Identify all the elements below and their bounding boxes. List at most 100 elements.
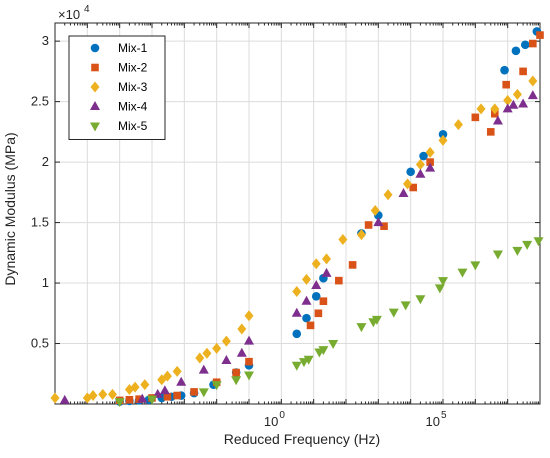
data-point bbox=[512, 88, 522, 100]
data-point bbox=[107, 388, 117, 400]
data-point bbox=[338, 234, 348, 246]
data-point bbox=[486, 128, 495, 136]
legend-label: Mix-4 bbox=[118, 100, 148, 114]
data-point bbox=[453, 119, 463, 131]
legend-entry: Mix-2 bbox=[91, 61, 148, 75]
data-point bbox=[176, 376, 187, 386]
series-mix-5 bbox=[114, 237, 544, 408]
data-point bbox=[311, 279, 322, 289]
legend-box bbox=[68, 35, 166, 140]
axes bbox=[54, 22, 541, 405]
data-point bbox=[311, 292, 321, 301]
data-point bbox=[221, 354, 232, 364]
x-tick-label-exponent: 5 bbox=[441, 410, 447, 421]
data-point bbox=[471, 113, 480, 122]
data-point bbox=[502, 80, 510, 89]
data-point bbox=[490, 103, 500, 115]
x-tick-label: 10 0 bbox=[264, 410, 285, 429]
y-tick-label: 2.5 bbox=[31, 94, 49, 109]
x-tick-label: 10 5 bbox=[426, 410, 447, 429]
legend-entry: Mix-5 bbox=[90, 119, 148, 133]
data-point bbox=[492, 115, 503, 125]
data-point bbox=[425, 162, 436, 172]
data-point bbox=[519, 67, 527, 76]
data-point bbox=[221, 335, 231, 347]
legend-marker bbox=[90, 122, 100, 132]
y-tick-label: 3 bbox=[42, 33, 49, 48]
data-point bbox=[370, 204, 380, 216]
data-point bbox=[328, 340, 339, 350]
data-point bbox=[492, 250, 503, 260]
legend-label: Mix-3 bbox=[118, 80, 148, 94]
data-point bbox=[512, 246, 523, 256]
data-point bbox=[406, 167, 415, 177]
y-tick-label: 1.5 bbox=[31, 215, 49, 230]
data-point bbox=[528, 75, 538, 87]
y-tick-label: 0.5 bbox=[31, 336, 49, 351]
data-point bbox=[438, 277, 448, 287]
data-point bbox=[426, 158, 434, 166]
y-exponent-label: ×10 4 bbox=[58, 4, 90, 22]
data-point bbox=[130, 381, 140, 393]
data-point bbox=[415, 159, 425, 171]
data-point bbox=[245, 357, 253, 366]
data-point bbox=[500, 65, 509, 75]
data-point bbox=[291, 307, 302, 317]
data-point bbox=[198, 388, 209, 398]
data-point bbox=[434, 284, 445, 294]
data-point bbox=[503, 94, 513, 106]
data-point bbox=[419, 151, 428, 161]
data-point bbox=[114, 398, 125, 408]
data-point bbox=[302, 313, 311, 323]
data-point bbox=[202, 347, 212, 359]
data-point bbox=[321, 267, 332, 277]
legend: Mix-1 Mix-2 Mix-3 Mix-4 Mix-5 bbox=[68, 35, 166, 140]
data-point bbox=[457, 268, 468, 278]
data-point bbox=[314, 309, 323, 318]
data-point bbox=[50, 392, 60, 404]
data-point bbox=[502, 103, 513, 113]
data-point bbox=[303, 355, 314, 365]
plot-frame bbox=[54, 22, 541, 405]
legend-marker bbox=[90, 81, 100, 93]
data-point bbox=[212, 342, 222, 354]
x-tick-label-base: 10 bbox=[426, 414, 440, 429]
data-point bbox=[159, 385, 170, 395]
legend-marker bbox=[90, 101, 100, 110]
data-point bbox=[373, 217, 384, 227]
data-point bbox=[438, 129, 448, 139]
data-point bbox=[383, 189, 393, 201]
data-point bbox=[348, 261, 357, 269]
data-point bbox=[301, 295, 312, 305]
data-point bbox=[520, 40, 530, 50]
data-point bbox=[388, 308, 399, 318]
data-point bbox=[522, 240, 533, 250]
data-point bbox=[356, 323, 367, 333]
data-point bbox=[400, 301, 411, 311]
legend-label: Mix-1 bbox=[118, 41, 148, 55]
data-point bbox=[147, 395, 157, 405]
data-point bbox=[364, 221, 373, 229]
data-point bbox=[518, 98, 529, 108]
legend-entry: Mix-1 bbox=[90, 41, 148, 55]
y-tick-label: 2 bbox=[42, 154, 49, 169]
y-multiplier-base: ×10 bbox=[58, 7, 80, 22]
legend-marker bbox=[91, 63, 99, 72]
data-point bbox=[236, 347, 247, 357]
data-point bbox=[163, 392, 172, 401]
data-point bbox=[322, 253, 332, 265]
data-point bbox=[533, 237, 544, 247]
legend-marker bbox=[90, 43, 100, 53]
data-point bbox=[380, 222, 388, 230]
data-point bbox=[425, 146, 435, 158]
data-point bbox=[306, 321, 315, 330]
data-point bbox=[125, 395, 134, 404]
data-point bbox=[137, 393, 148, 403]
series-mix-3 bbox=[50, 75, 538, 404]
legend-entry: Mix-3 bbox=[90, 80, 148, 94]
data-point bbox=[172, 365, 182, 377]
data-point bbox=[536, 31, 544, 39]
data-point bbox=[527, 90, 538, 100]
data-point bbox=[292, 329, 302, 339]
